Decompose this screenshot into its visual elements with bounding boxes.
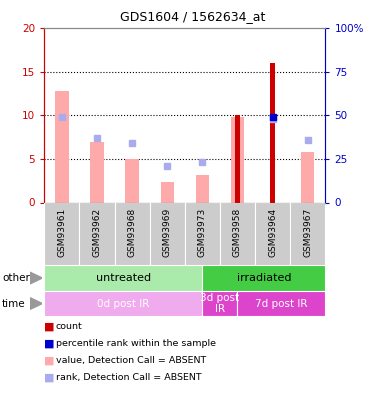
- Text: GSM93968: GSM93968: [127, 207, 137, 257]
- Bar: [90, 142, 104, 202]
- Text: count: count: [56, 322, 82, 331]
- Text: percentile rank within the sample: percentile rank within the sample: [56, 339, 216, 348]
- Text: GSM93964: GSM93964: [268, 207, 277, 257]
- Text: 3d post
IR: 3d post IR: [200, 293, 239, 314]
- Bar: [185, 202, 220, 265]
- Text: 7d post IR: 7d post IR: [255, 298, 308, 309]
- Bar: [150, 202, 185, 265]
- Bar: [44, 265, 203, 291]
- Bar: [55, 91, 69, 202]
- Text: ■: ■: [44, 339, 55, 348]
- Bar: [231, 117, 244, 202]
- Bar: [203, 291, 238, 316]
- Bar: [203, 265, 325, 291]
- Bar: [290, 202, 325, 265]
- Bar: [270, 63, 275, 202]
- Text: time: time: [2, 298, 25, 309]
- Text: ■: ■: [44, 373, 55, 382]
- Text: GSM93958: GSM93958: [233, 207, 242, 257]
- Bar: [126, 159, 139, 202]
- Text: GSM93962: GSM93962: [92, 207, 102, 257]
- Bar: [44, 291, 203, 316]
- Bar: [44, 202, 79, 265]
- Bar: [235, 115, 240, 202]
- Text: rank, Detection Call = ABSENT: rank, Detection Call = ABSENT: [56, 373, 201, 382]
- Text: ■: ■: [44, 322, 55, 331]
- Text: other: other: [2, 273, 30, 283]
- Bar: [196, 175, 209, 202]
- Polygon shape: [30, 272, 42, 284]
- Polygon shape: [30, 298, 42, 309]
- Text: GDS1604 / 1562634_at: GDS1604 / 1562634_at: [120, 10, 265, 23]
- Text: GSM93969: GSM93969: [163, 207, 172, 257]
- Text: GSM93973: GSM93973: [198, 207, 207, 257]
- Bar: [161, 181, 174, 202]
- Bar: [301, 152, 315, 202]
- Text: 0d post IR: 0d post IR: [97, 298, 149, 309]
- Text: GSM93961: GSM93961: [57, 207, 66, 257]
- Bar: [255, 202, 290, 265]
- Text: ■: ■: [44, 356, 55, 365]
- Bar: [238, 291, 325, 316]
- Bar: [220, 202, 255, 265]
- Text: value, Detection Call = ABSENT: value, Detection Call = ABSENT: [56, 356, 206, 365]
- Text: untreated: untreated: [96, 273, 151, 283]
- Text: irradiated: irradiated: [237, 273, 291, 283]
- Text: GSM93967: GSM93967: [303, 207, 312, 257]
- Bar: [79, 202, 115, 265]
- Bar: [115, 202, 150, 265]
